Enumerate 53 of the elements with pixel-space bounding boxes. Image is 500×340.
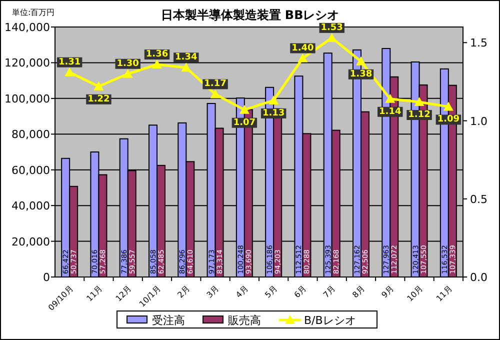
- legend-label: 受注高: [152, 314, 185, 327]
- point: [210, 89, 220, 98]
- point: [239, 104, 250, 114]
- legend-label: 販売高: [228, 314, 261, 327]
- x-tick-label: 5月: [263, 284, 279, 300]
- x-tick-label: 7月: [322, 284, 338, 300]
- data-label: 1.40: [290, 43, 316, 54]
- y-tick-label: 0: [43, 271, 50, 284]
- x-tick-label: 10月: [405, 284, 425, 304]
- text: 単位:百万円: [12, 8, 55, 17]
- point: [356, 56, 366, 66]
- data-label: 1.34: [174, 52, 199, 63]
- point: [326, 32, 337, 42]
- point: [152, 60, 162, 68]
- point: [122, 68, 133, 78]
- y-tick-label: 100,000: [4, 92, 50, 106]
- point: [414, 97, 424, 106]
- point: [443, 102, 454, 111]
- point: [385, 94, 396, 103]
- chart-title: 日本製半導体製造装置 BBレシオ: [160, 8, 340, 22]
- x-tick-label: 11月: [84, 284, 104, 304]
- x-tick-label: 8月: [350, 284, 366, 300]
- x-tick-label: 6月: [292, 284, 308, 300]
- x-tick-label: 9月: [380, 284, 396, 300]
- x-tick-label: 11月: [434, 284, 454, 304]
- x-tick-label: 2月: [176, 284, 192, 300]
- y2-tick-label: 1.0: [470, 114, 488, 128]
- x-tick-label: 12月: [114, 284, 134, 304]
- data-label: 1.09: [436, 114, 462, 125]
- y2-tick-label: 0.0: [470, 271, 488, 284]
- point: [298, 53, 308, 62]
- x-tick-label: 4月: [234, 284, 250, 300]
- y2-tick-label: 1.5: [470, 36, 488, 50]
- data-label: 1.22: [86, 94, 112, 104]
- data-label: 1.53: [319, 22, 344, 33]
- data-label: 1.17: [202, 79, 228, 90]
- y-tick-label: 20,000: [12, 235, 50, 248]
- y-tick-label: 40,000: [12, 200, 50, 213]
- point: [268, 95, 279, 104]
- y-tick-label: 120,000: [4, 56, 50, 70]
- data-label: 1.36: [144, 50, 170, 60]
- x-tick-label: 3月: [205, 284, 221, 300]
- data-label: 1.14: [378, 106, 403, 117]
- point: [181, 62, 192, 72]
- y-tick-label: 80,000: [12, 128, 50, 142]
- legend-label: B/Bレシオ: [304, 314, 356, 327]
- y-tick-label: 140,000: [4, 21, 50, 34]
- data-label: 1.12: [406, 110, 432, 120]
- point: [64, 67, 75, 76]
- data-label: 1.30: [115, 58, 140, 69]
- y-tick-label: 60,000: [12, 164, 50, 177]
- y2-tick-label: 0.5: [470, 192, 488, 206]
- point: [94, 81, 104, 90]
